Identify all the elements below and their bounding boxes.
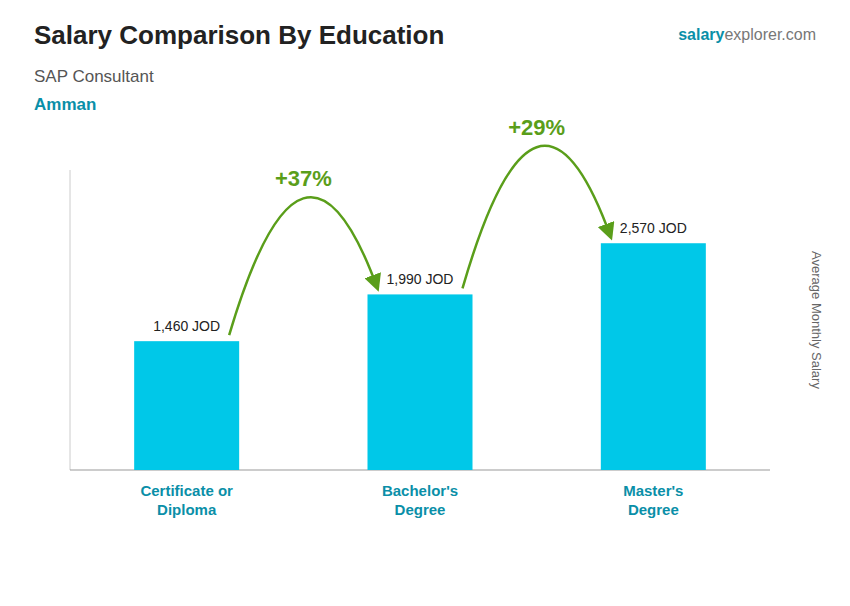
website-part: salary (678, 26, 724, 43)
category-label: Bachelor's Degree (382, 482, 458, 518)
category-label-line: Bachelor's (382, 482, 458, 499)
city: Amman (34, 95, 96, 114)
title: Salary Comparison By Education (34, 20, 444, 50)
value-label: 2,570 JOD (620, 220, 687, 236)
category-label-line: Certificate or (140, 482, 233, 499)
bar (134, 341, 239, 470)
website: salaryexplorer.com (678, 26, 816, 43)
website-part: explorer.com (724, 26, 816, 43)
category-label-line: Degree (395, 501, 446, 518)
value-label: 1,460 JOD (153, 318, 220, 334)
bar (368, 294, 473, 470)
change-arrow (463, 146, 611, 289)
chart-container: Salary Comparison By Education SAP Consul… (0, 0, 850, 606)
change-arrow (229, 197, 377, 335)
category-label-line: Degree (628, 501, 679, 518)
value-label: 1,990 JOD (387, 271, 454, 287)
bar (601, 243, 706, 470)
chart-svg: Salary Comparison By Education SAP Consul… (0, 0, 850, 606)
category-label-line: Master's (623, 482, 683, 499)
category-label: Certificate or Diploma (140, 482, 233, 518)
change-label: +37% (275, 166, 332, 191)
bars (134, 243, 706, 470)
category-label-line: Diploma (157, 501, 217, 518)
y-axis-label: Average Monthly Salary (809, 251, 824, 389)
change-label: +29% (508, 115, 565, 140)
category-label: Master's Degree (623, 482, 683, 518)
y-axis-line (70, 170, 71, 470)
subtitle: SAP Consultant (34, 67, 154, 86)
